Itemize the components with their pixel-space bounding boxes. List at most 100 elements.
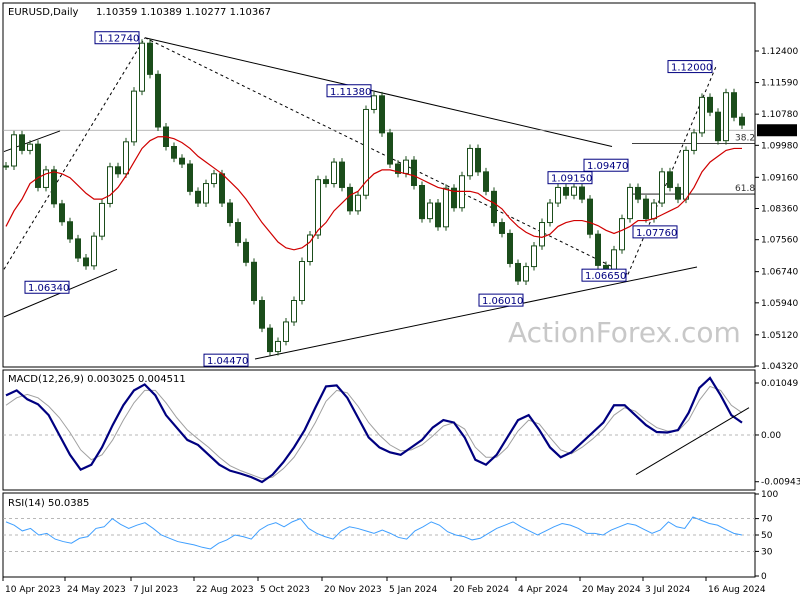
candle-body xyxy=(331,161,337,185)
candle-body xyxy=(515,262,521,282)
price-annotation-label: 1.06340 xyxy=(28,283,69,294)
candle-body xyxy=(107,166,113,204)
candle-body xyxy=(739,116,745,126)
candle-body xyxy=(467,147,473,177)
candle-body xyxy=(483,171,489,192)
macd-tick-label: 0.01049 xyxy=(761,379,798,389)
price-annotation-label: 1.09150 xyxy=(551,174,592,185)
date-tick-label: 4 Apr 2024 xyxy=(518,585,568,595)
date-tick-label: 5 Jan 2024 xyxy=(389,585,437,595)
price-tick-label: 1.09980 xyxy=(761,141,798,151)
candle-body xyxy=(507,232,513,264)
candle-body xyxy=(419,184,425,220)
symbol-label: EURUSD,Daily xyxy=(8,7,79,18)
macd-line xyxy=(5,376,743,484)
macd-indicator: 0.01049 0.00 -0.009435 xyxy=(3,376,800,488)
price-tick-label: 1.11590 xyxy=(761,79,798,89)
fib-level-label: 61.8 xyxy=(735,184,755,194)
macd-title: MACD(12,26,9) 0.003025 0.004511 xyxy=(8,374,186,385)
candle-body xyxy=(683,149,689,200)
price-annotation-box xyxy=(203,353,249,367)
macd-pane-frame xyxy=(2,369,756,491)
candle-body xyxy=(171,146,177,159)
rsi-tick-label: 50 xyxy=(761,531,773,541)
candle-body xyxy=(211,173,217,185)
rsi-tick-label: 30 xyxy=(761,547,773,557)
candle-body xyxy=(427,202,433,220)
candle-body xyxy=(443,187,449,228)
price-tick-label: 1.05940 xyxy=(761,299,798,309)
candle-body xyxy=(259,300,265,329)
price-annotation-box xyxy=(24,280,70,294)
candle-body xyxy=(635,186,641,200)
price-annotation-label: 1.06010 xyxy=(482,296,523,307)
candle-body xyxy=(11,134,17,167)
macd-tick-label: -0.009435 xyxy=(761,478,800,488)
candle-body xyxy=(323,179,329,185)
candle-body xyxy=(251,261,257,302)
date-tick-label: 7 Jul 2023 xyxy=(133,585,178,595)
candle-body xyxy=(43,169,49,188)
candle-body xyxy=(299,261,305,302)
candle-body xyxy=(147,42,153,75)
candle-body xyxy=(115,166,121,175)
moving-average xyxy=(5,136,742,251)
candle-body xyxy=(131,90,137,143)
candle-body xyxy=(595,233,601,266)
candle-body xyxy=(531,245,537,268)
candle-body xyxy=(435,202,441,228)
candle-body xyxy=(523,266,529,282)
candle-body xyxy=(3,165,9,168)
candle-body xyxy=(283,321,289,342)
candle-body xyxy=(203,183,209,204)
price-annotation-label: 1.12000 xyxy=(671,63,712,74)
ma-line xyxy=(5,136,742,251)
watermark: ActionForex.com xyxy=(508,316,741,349)
candle-body xyxy=(667,171,673,188)
candle-body xyxy=(403,159,409,174)
candle-body xyxy=(139,42,145,92)
candle-body xyxy=(355,194,361,212)
candle-body xyxy=(643,198,649,220)
candle-body xyxy=(155,73,161,128)
price-annotation-label: 1.12740 xyxy=(98,34,139,45)
candle-body xyxy=(587,198,593,235)
candle-body xyxy=(291,300,297,323)
price-annotation-box xyxy=(583,158,629,172)
rsi-title: RSI(14) 50.0385 xyxy=(8,498,89,509)
candle-body xyxy=(315,179,321,236)
candle-body xyxy=(307,234,313,263)
candle-body xyxy=(707,96,713,113)
macd-tick-label: 0.00 xyxy=(761,431,781,441)
candle-body xyxy=(699,96,705,134)
date-tick-label: 22 Aug 2023 xyxy=(196,585,254,595)
price-annotation-label: 1.11380 xyxy=(330,87,371,98)
date-tick-label: 16 Aug 2024 xyxy=(708,585,766,595)
candle-body xyxy=(275,340,281,353)
date-tick-label: 20 Nov 2023 xyxy=(324,585,382,595)
candle-body xyxy=(179,157,185,165)
candle-body xyxy=(499,222,505,234)
rsi-line xyxy=(5,516,743,550)
candle-body xyxy=(475,147,481,173)
candle-body xyxy=(83,257,89,267)
price-annotation-label: 1.07760 xyxy=(636,228,677,239)
rsi-indicator: 100 70 50 30 0 xyxy=(3,490,778,582)
price-annotation-box xyxy=(94,31,140,45)
date-tick-label: 5 Oct 2023 xyxy=(260,585,310,595)
candle-body xyxy=(347,186,353,212)
trendline xyxy=(144,37,613,147)
candle-body xyxy=(731,92,737,118)
candle-body xyxy=(243,241,249,263)
candle-body xyxy=(27,143,33,151)
price-tick-label: 1.04320 xyxy=(761,362,798,372)
candle-body xyxy=(59,203,65,223)
candle-body xyxy=(539,222,545,247)
price-tick-label: 1.05120 xyxy=(761,331,798,341)
candle-body xyxy=(659,171,665,204)
rsi-tick-label: 0 xyxy=(761,572,767,582)
date-tick-label: 20 May 2024 xyxy=(582,585,641,595)
price-tick-label: 1.10780 xyxy=(761,110,798,120)
